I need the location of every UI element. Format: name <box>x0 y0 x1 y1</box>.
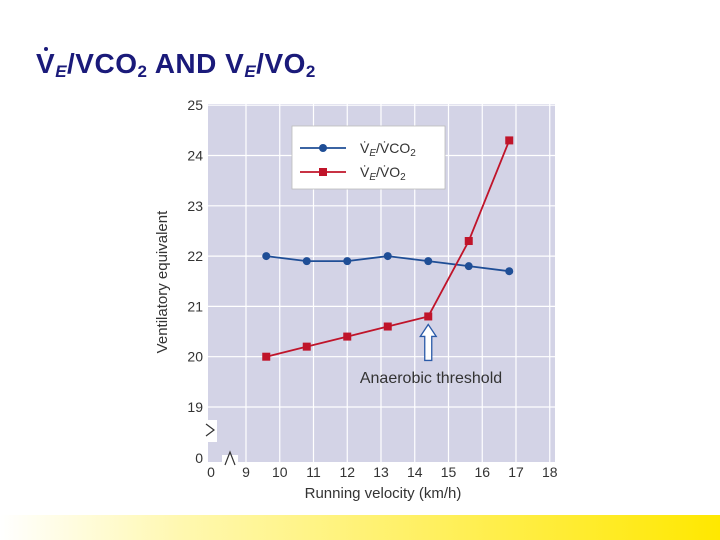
ve-vco2-point <box>262 252 271 261</box>
x-axis-title: Running velocity (km/h) <box>305 485 462 502</box>
slide-title: VE/VCO2 AND VE/VO2 <box>36 48 316 82</box>
y-axis-break-gap <box>203 420 217 442</box>
y-tick-label: 25 <box>187 97 203 113</box>
legend-entry-ve-vo2: V̇E/V̇O2 <box>360 164 406 183</box>
y-tick-label: 21 <box>187 298 203 314</box>
ve-vco2-point <box>383 252 392 261</box>
title-v1: V <box>36 48 56 79</box>
title-and: AND V <box>147 48 245 79</box>
ve-vo2-point <box>343 332 352 341</box>
title-slash2: /V <box>256 48 284 79</box>
title-o: O <box>283 48 306 79</box>
y-tick-label: 24 <box>187 148 203 164</box>
y-tick-label: 20 <box>187 349 203 365</box>
ve-vco2-point <box>424 257 433 266</box>
x-tick-label: 15 <box>441 464 457 480</box>
legend-entry-ve-vco2: V̇E/V̇CO2 <box>360 140 416 159</box>
ve-vo2-point <box>302 342 311 351</box>
y-axis-break-mark <box>205 423 215 437</box>
ve-vco2-point <box>302 257 311 266</box>
anaerobic-threshold-arrow <box>419 323 438 362</box>
ve-vo2-point <box>383 322 392 331</box>
ve-vo2-point <box>464 237 473 246</box>
ve-vo2-point <box>262 352 271 361</box>
x-tick-label: 0 <box>207 464 215 480</box>
x-tick-label: 10 <box>272 464 288 480</box>
x-tick-label: 9 <box>242 464 250 480</box>
y-tick-label: 22 <box>187 248 203 264</box>
y-axis-title: Ventilatory equivalent <box>154 210 171 353</box>
ve-vo2-point <box>505 136 514 145</box>
y-tick-label: 23 <box>187 198 203 214</box>
y-tick-label: 19 <box>187 399 203 415</box>
x-tick-label: 12 <box>339 464 355 480</box>
ve-vco2-point <box>464 262 473 271</box>
anaerobic-threshold-label: Anaerobic threshold <box>360 370 502 387</box>
footer-bar <box>0 515 720 540</box>
x-tick-label: 14 <box>407 464 423 480</box>
x-tick-label: 13 <box>373 464 389 480</box>
ve-vo2-point <box>424 312 433 321</box>
legend-box <box>291 125 446 190</box>
x-axis-break-mark <box>224 450 236 466</box>
x-axis-break-gap <box>222 455 238 465</box>
x-tick-label: 16 <box>474 464 490 480</box>
title-sub-2b: 2 <box>305 62 316 81</box>
ve-vco2-point <box>505 267 514 276</box>
legend-marker <box>319 144 327 152</box>
x-tick-label: 11 <box>306 464 321 480</box>
title-slash1: /V <box>67 48 95 79</box>
ve-vco2-point <box>343 257 352 266</box>
title-sub-e2: E <box>244 62 257 81</box>
x-tick-label: 18 <box>542 464 558 480</box>
title-sub-2a: 2 <box>137 62 148 81</box>
legend-marker <box>319 168 327 176</box>
title-sub-e1: E <box>55 62 68 81</box>
x-tick-label: 17 <box>508 464 524 480</box>
y-tick-label: 0 <box>195 450 203 466</box>
title-co: CO <box>94 48 138 79</box>
